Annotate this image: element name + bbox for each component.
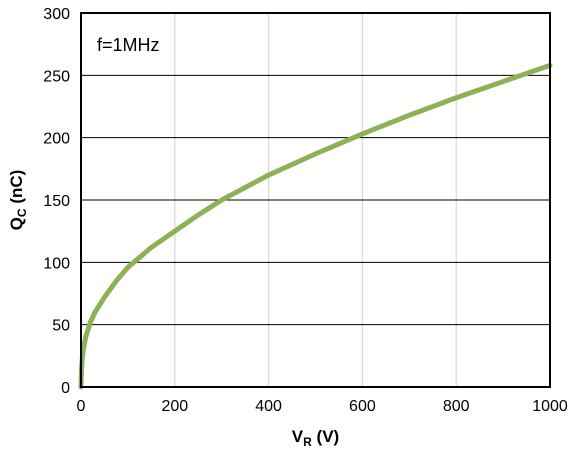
x-axis-label-sub: R: [303, 435, 312, 449]
y-axis-label: QC (nC): [7, 170, 29, 231]
y-tick-label: 300: [43, 6, 70, 23]
x-tick-label: 200: [161, 398, 188, 415]
y-tick-label: 100: [43, 255, 70, 272]
x-tick-label: 600: [349, 398, 376, 415]
y-tick-label: 150: [43, 193, 70, 210]
x-axis-label-unit: (V): [312, 427, 339, 446]
x-tick-label: 0: [77, 398, 86, 415]
x-tick-labels: 0 200 400 600 800 1000: [77, 398, 568, 415]
y-tick-label: 200: [43, 131, 70, 148]
series-line: [78, 62, 553, 390]
y-tick-labels: 0 50 100 150 200 250 300: [43, 6, 70, 397]
x-tick-label: 800: [443, 398, 470, 415]
x-axis-label: VR (V): [292, 427, 339, 449]
y-axis-label-main: Q: [7, 217, 26, 230]
frequency-annotation: f=1MHz: [97, 35, 160, 55]
y-tick-label: 50: [52, 318, 70, 335]
x-axis-label-main: V: [292, 427, 304, 446]
horizontal-gridlines: [81, 74, 550, 326]
y-tick-label: 250: [43, 68, 70, 85]
plot-frame: [80, 12, 551, 388]
y-tick-label: 0: [61, 380, 70, 397]
y-axis-label-sub: C: [15, 208, 29, 217]
series-layer: [78, 62, 553, 390]
x-tick-label: 1000: [532, 398, 568, 415]
x-tick-label: 400: [255, 398, 282, 415]
y-axis-label-unit: (nC): [7, 170, 26, 209]
